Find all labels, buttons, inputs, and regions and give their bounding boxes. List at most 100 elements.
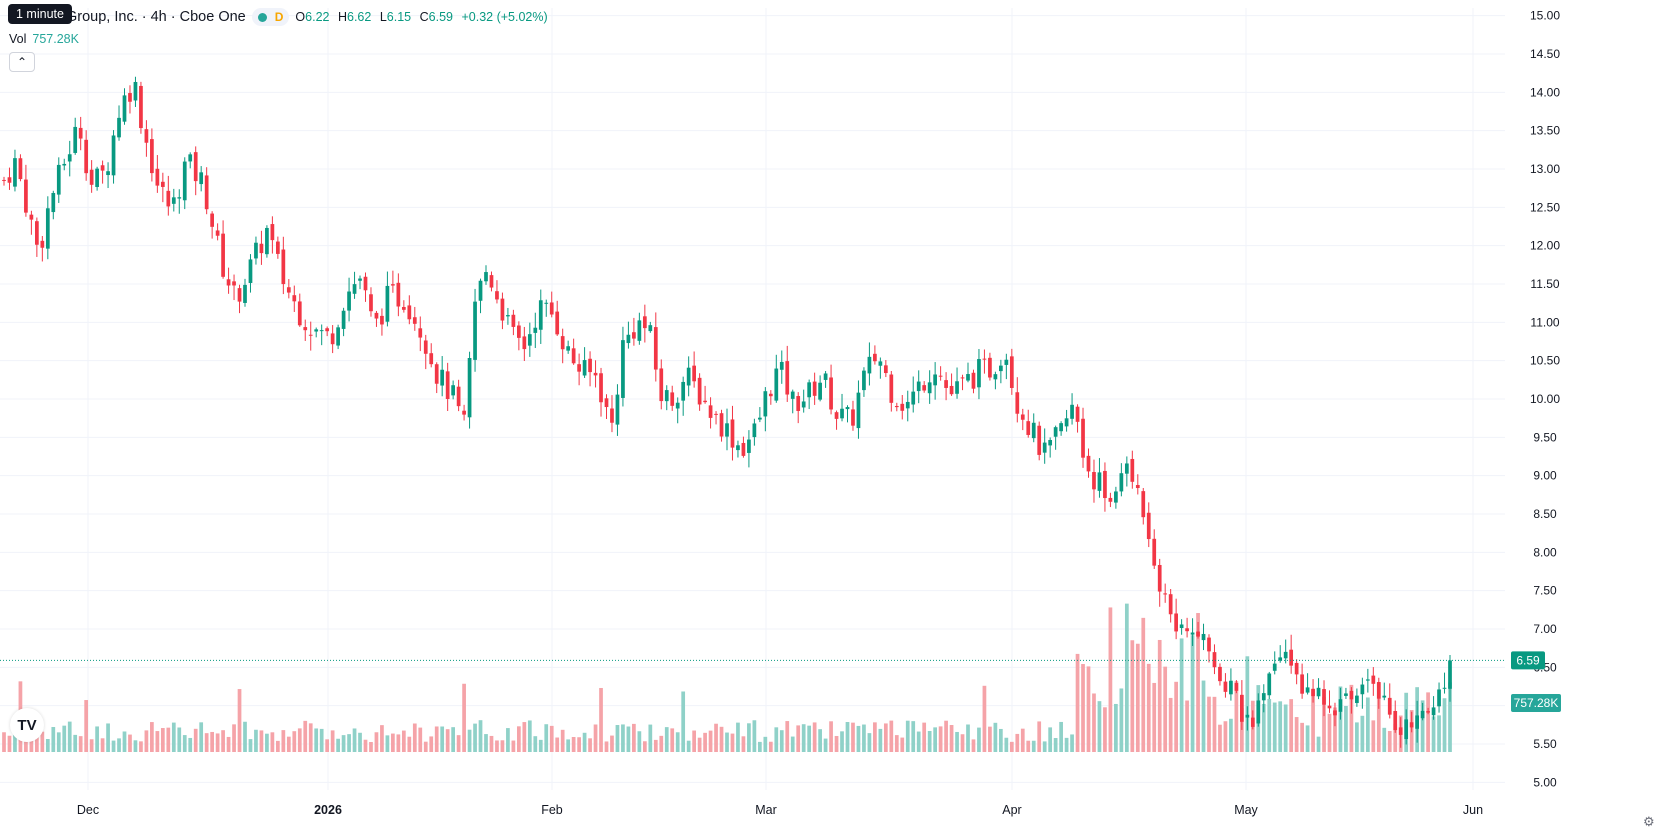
candle-body	[133, 81, 138, 101]
candle-body	[13, 158, 17, 187]
volume-bar	[938, 726, 943, 752]
candle-body	[484, 272, 488, 282]
volume-bar	[1146, 663, 1151, 752]
candle-body	[51, 192, 56, 213]
axis-badges: 6.59 757.28K	[1511, 651, 1561, 712]
volume-bar	[1163, 666, 1168, 752]
volume-bar	[517, 726, 521, 752]
high-value: 6.62	[347, 10, 372, 24]
candle-body	[1157, 564, 1162, 592]
volume-bar	[1283, 704, 1288, 752]
volume-bar	[1278, 701, 1283, 752]
candle-body	[374, 312, 379, 319]
gear-icon[interactable]: ⚙	[1643, 814, 1655, 829]
candle-body	[297, 301, 302, 326]
candle-body	[429, 353, 434, 365]
candle-body	[1229, 680, 1233, 695]
candle-body	[139, 85, 143, 129]
candle-body	[533, 327, 538, 333]
volume-bar	[7, 735, 12, 752]
volume-bar	[1042, 741, 1047, 752]
volume-bar	[642, 741, 647, 752]
chevron-up-icon[interactable]: ⌃	[9, 52, 35, 72]
candle-body	[670, 392, 675, 406]
volume-label: Vol	[9, 32, 27, 46]
low-label: L	[379, 10, 387, 24]
market-status[interactable]: D	[251, 8, 290, 26]
volume-bar	[489, 735, 494, 752]
volume-bar	[111, 740, 116, 752]
symbol-title[interactable]: Group, Inc. · 4h · Cboe One	[66, 9, 246, 25]
candle-body	[873, 353, 877, 362]
volume-bar	[100, 738, 105, 752]
candle-body	[1026, 421, 1031, 435]
candle-body	[1415, 715, 1419, 729]
candle-body	[308, 334, 313, 336]
volume-bar	[1437, 715, 1441, 752]
candle-body	[801, 401, 806, 408]
price-tick-label: 13.00	[1530, 162, 1560, 176]
volume-bar	[1196, 613, 1200, 752]
volume-bar	[741, 736, 746, 752]
close-label: C	[419, 10, 429, 24]
volume-bar	[883, 723, 888, 752]
last-price-label: 6.59	[1516, 653, 1540, 667]
volume-bar	[692, 730, 696, 752]
volume-bar	[128, 734, 132, 752]
volume-bar	[1185, 700, 1189, 752]
candle-body	[1283, 651, 1288, 659]
candle-body	[281, 249, 286, 285]
candle-body	[155, 168, 160, 186]
volume-bar	[719, 726, 724, 752]
candle-body	[1174, 613, 1178, 632]
volume-bar	[1009, 741, 1014, 752]
time-tick-label: 2026	[314, 803, 342, 817]
volume-bar	[1124, 603, 1129, 752]
candle-body	[232, 281, 236, 286]
volume-bar	[1218, 724, 1222, 752]
price-tick-label: 14.50	[1530, 47, 1560, 61]
tradingview-logo-icon[interactable]: TV	[10, 708, 44, 742]
candle-body	[478, 280, 483, 301]
candle-body	[796, 396, 801, 411]
volume-bar	[1223, 721, 1228, 752]
open-value: 6.22	[305, 10, 330, 24]
volume-bar	[752, 720, 757, 752]
volume-bar	[226, 736, 231, 752]
volume-bar	[1097, 701, 1102, 752]
volume-bar	[1245, 656, 1250, 752]
volume-bar	[144, 730, 149, 752]
volume-bar	[736, 722, 740, 752]
volume-bar	[248, 739, 253, 752]
candle-body	[1163, 593, 1168, 595]
candle-body	[407, 305, 412, 320]
candle-body	[867, 356, 872, 374]
volume-bar	[653, 739, 658, 752]
candle-body	[1053, 427, 1058, 437]
candle-body	[314, 329, 319, 332]
candle-body	[1103, 470, 1107, 499]
volume-bar	[599, 687, 603, 752]
candle-body	[862, 370, 866, 391]
candle-body	[1009, 356, 1014, 388]
candle-body	[1141, 491, 1146, 518]
price-axis: 15.00 14.50 14.00 13.50 13.00 12.50 12.00 11.50…	[1530, 9, 1560, 790]
candle-body	[1146, 512, 1151, 540]
candle-body	[714, 413, 718, 415]
volume-bar	[577, 737, 581, 752]
volume-bar	[401, 730, 406, 752]
candle-body	[812, 381, 817, 396]
candle-body	[511, 314, 516, 327]
candle-body	[1042, 442, 1047, 453]
candle-body	[527, 334, 532, 346]
candle-body	[1218, 666, 1222, 682]
volume-bar	[467, 729, 472, 752]
volume-bar	[681, 691, 686, 752]
candle-body	[642, 316, 647, 329]
candle-body	[221, 233, 225, 277]
candle-body	[1289, 649, 1294, 666]
candle-body	[215, 230, 220, 236]
price-tick-label: 15.00	[1530, 9, 1560, 23]
volume-bar	[949, 725, 954, 752]
